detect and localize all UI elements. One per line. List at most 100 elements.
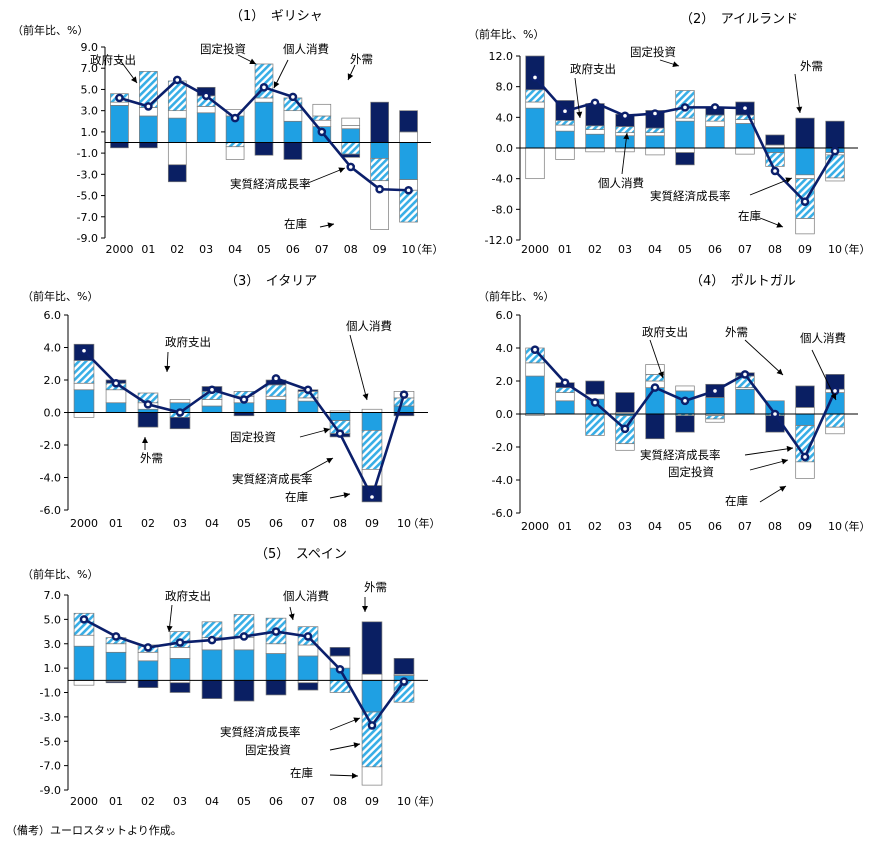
y-tick-label: 4.0 <box>496 111 514 124</box>
bar-consumption <box>265 653 287 681</box>
bar-external <box>105 681 127 684</box>
bar-government <box>73 634 95 647</box>
bar-external <box>283 142 303 160</box>
growth-point-center <box>262 85 266 90</box>
growth-point-center <box>114 634 118 639</box>
bar-external <box>399 110 418 133</box>
y-tick-label: 4.0 <box>44 342 62 355</box>
annotation-label: 政府支出 <box>570 62 616 76</box>
bar-government <box>265 643 287 654</box>
chart-1: （1） ギリシャ （前年比、%） 9.0 7.0 5.0 3.0 1.0 -1.0 -3.0 -5… <box>12 9 444 256</box>
annotation-arrowhead <box>779 486 786 492</box>
bar-consumption <box>297 400 319 413</box>
annotation-arrow <box>749 177 793 196</box>
growth-point-center <box>306 634 310 639</box>
x-tick-label: 07 <box>738 243 752 256</box>
growth-point-center <box>338 667 342 672</box>
bar-external <box>361 621 383 675</box>
x-tick-label: 10 <box>828 520 842 533</box>
bar-government <box>169 399 191 404</box>
x-tick-label: 06 <box>708 243 722 256</box>
bar-government <box>675 117 695 122</box>
bar-investment <box>555 120 575 126</box>
x-tick-label: 04 <box>205 795 219 808</box>
annotation-arrowhead <box>347 73 354 80</box>
annotation-label: 実質経済成長率 <box>220 725 301 739</box>
bar-inventory <box>312 103 332 117</box>
annotation-arrow <box>794 73 801 114</box>
x-tick-label: 02 <box>141 517 155 530</box>
annotation-label: 政府支出 <box>642 325 688 339</box>
annotation-label: 個人消費 <box>598 176 644 190</box>
bar-government <box>645 132 665 137</box>
bar-consumption <box>167 117 187 143</box>
bar-inventory <box>370 180 389 230</box>
bar-consumption <box>341 128 361 143</box>
bar-consumption <box>675 120 695 149</box>
bar-consumption <box>525 375 545 415</box>
growth-point-center <box>210 638 214 642</box>
x-tick-label: 01 <box>109 517 123 530</box>
bar-external <box>825 120 845 149</box>
y-tick-label: 0.0 <box>496 142 514 155</box>
y-tick-label: 2.0 <box>44 374 62 387</box>
y-axis-unit: （前年比、%） <box>478 289 554 303</box>
y-tick-label: -4.0 <box>40 472 61 485</box>
bar-government <box>705 120 725 127</box>
year-unit: （年） <box>408 516 441 530</box>
bar-consumption <box>196 112 216 143</box>
annotation-label: 個人消費 <box>346 319 392 333</box>
annotation-arrowhead <box>623 133 630 140</box>
bar-inventory <box>615 443 635 451</box>
growth-point-center <box>773 169 777 173</box>
annotation-label: 固定投資 <box>630 45 676 59</box>
bar-investment <box>399 189 418 223</box>
bar-consumption <box>705 397 725 415</box>
y-tick-label: -9.0 <box>77 232 98 245</box>
growth-point-center <box>178 410 182 415</box>
x-tick-label: 07 <box>315 243 329 256</box>
x-tick-label: 09 <box>798 520 812 533</box>
bar-consumption <box>555 130 575 149</box>
bar-external <box>139 142 158 149</box>
x-tick-label: 09 <box>798 243 812 256</box>
x-tick-label: 04 <box>205 517 219 530</box>
x-tick-label: 02 <box>588 243 602 256</box>
bar-investment <box>361 430 383 470</box>
y-tick-label: -7.0 <box>77 211 98 224</box>
bar-inventory <box>73 679 95 686</box>
annotation-arrowhead <box>353 742 360 749</box>
bar-consumption <box>201 649 223 681</box>
x-tick-label: 05 <box>257 243 271 256</box>
y-tick-label: 6.0 <box>44 309 62 322</box>
growth-point-center <box>743 372 747 377</box>
x-tick-label: 10 <box>397 795 411 808</box>
bar-external <box>110 142 129 149</box>
bar-government <box>361 673 383 681</box>
bar-external <box>169 682 191 693</box>
x-tick-label: 03 <box>618 243 632 256</box>
x-tick-label: 2000 <box>521 243 549 256</box>
annotation-arrowhead <box>776 222 783 228</box>
bar-consumption <box>361 412 383 431</box>
bar-consumption <box>329 412 351 421</box>
annotation-arrow <box>299 457 334 477</box>
bar-consumption <box>735 123 755 149</box>
bar-inventory <box>645 364 665 375</box>
y-tick-label: -5.0 <box>77 190 98 203</box>
bar-government <box>283 110 303 122</box>
annotation-arrowhead <box>166 625 173 632</box>
annotation-arrowhead <box>576 111 583 118</box>
annotation-arrowhead <box>830 393 837 400</box>
annotation-label: 外需 <box>350 52 373 66</box>
bar-government <box>341 125 361 130</box>
annotation-arrowhead <box>164 365 171 372</box>
y-tick-label: 12.0 <box>489 50 514 63</box>
chart-3: （3） イタリア （前年比、%） 6.0 4.0 2.0 0.0 -2.0 -4.0 -6.0 2… <box>22 274 441 530</box>
annotation-label: 個人消費 <box>283 589 329 603</box>
bar-inventory <box>735 147 755 155</box>
annotation-arrow <box>349 334 368 401</box>
annotation-label: 政府支出 <box>90 53 136 67</box>
bar-government <box>110 101 129 106</box>
chart-title: （2） アイルランド <box>680 12 798 27</box>
